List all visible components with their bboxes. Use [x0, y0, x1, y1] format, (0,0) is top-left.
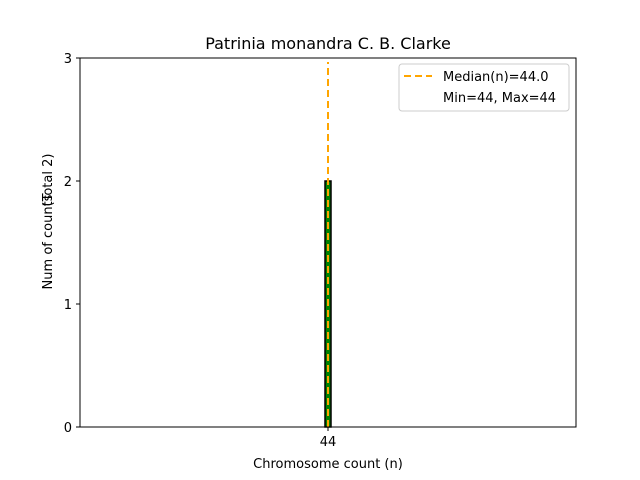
y-tick-label: 0	[64, 421, 72, 436]
plot-frame	[79, 57, 577, 428]
x-tick-label: 44	[320, 435, 337, 450]
y-tick-label: 3	[64, 52, 72, 67]
legend-minmax-label: Min=44, Max=44	[443, 91, 556, 106]
y-axis-label: Num of counts	[41, 194, 56, 289]
legend: Median(n)=44.0 Min=44, Max=44	[398, 63, 570, 112]
x-axis: 44	[320, 427, 337, 450]
y-tick-label: 2	[64, 175, 72, 190]
bars	[80, 62, 348, 428]
y-tick-label: 1	[64, 298, 72, 313]
y-axis: 0 1 2 3	[64, 52, 80, 436]
legend-median-label: Median(n)=44.0	[443, 70, 549, 85]
x-axis-label: Chromosome count (n)	[253, 457, 403, 472]
chart-title: Patrinia monandra C. B. Clarke	[205, 34, 451, 53]
legend-box	[398, 63, 570, 112]
y-axis-total-label: (Total 2)	[41, 154, 56, 207]
